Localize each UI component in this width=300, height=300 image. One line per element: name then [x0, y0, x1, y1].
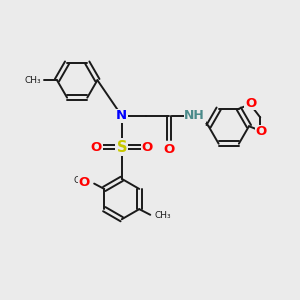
- Text: O: O: [79, 176, 90, 189]
- Text: CH₃: CH₃: [25, 76, 41, 85]
- Text: CH₃: CH₃: [73, 176, 90, 185]
- Text: O: O: [255, 125, 266, 138]
- Text: S: S: [116, 140, 127, 154]
- Text: N: N: [116, 109, 127, 122]
- Text: NH: NH: [184, 109, 205, 122]
- Text: O: O: [91, 140, 102, 154]
- Text: O: O: [141, 140, 153, 154]
- Text: CH₃: CH₃: [154, 211, 171, 220]
- Text: O: O: [164, 143, 175, 157]
- Text: O: O: [245, 97, 256, 110]
